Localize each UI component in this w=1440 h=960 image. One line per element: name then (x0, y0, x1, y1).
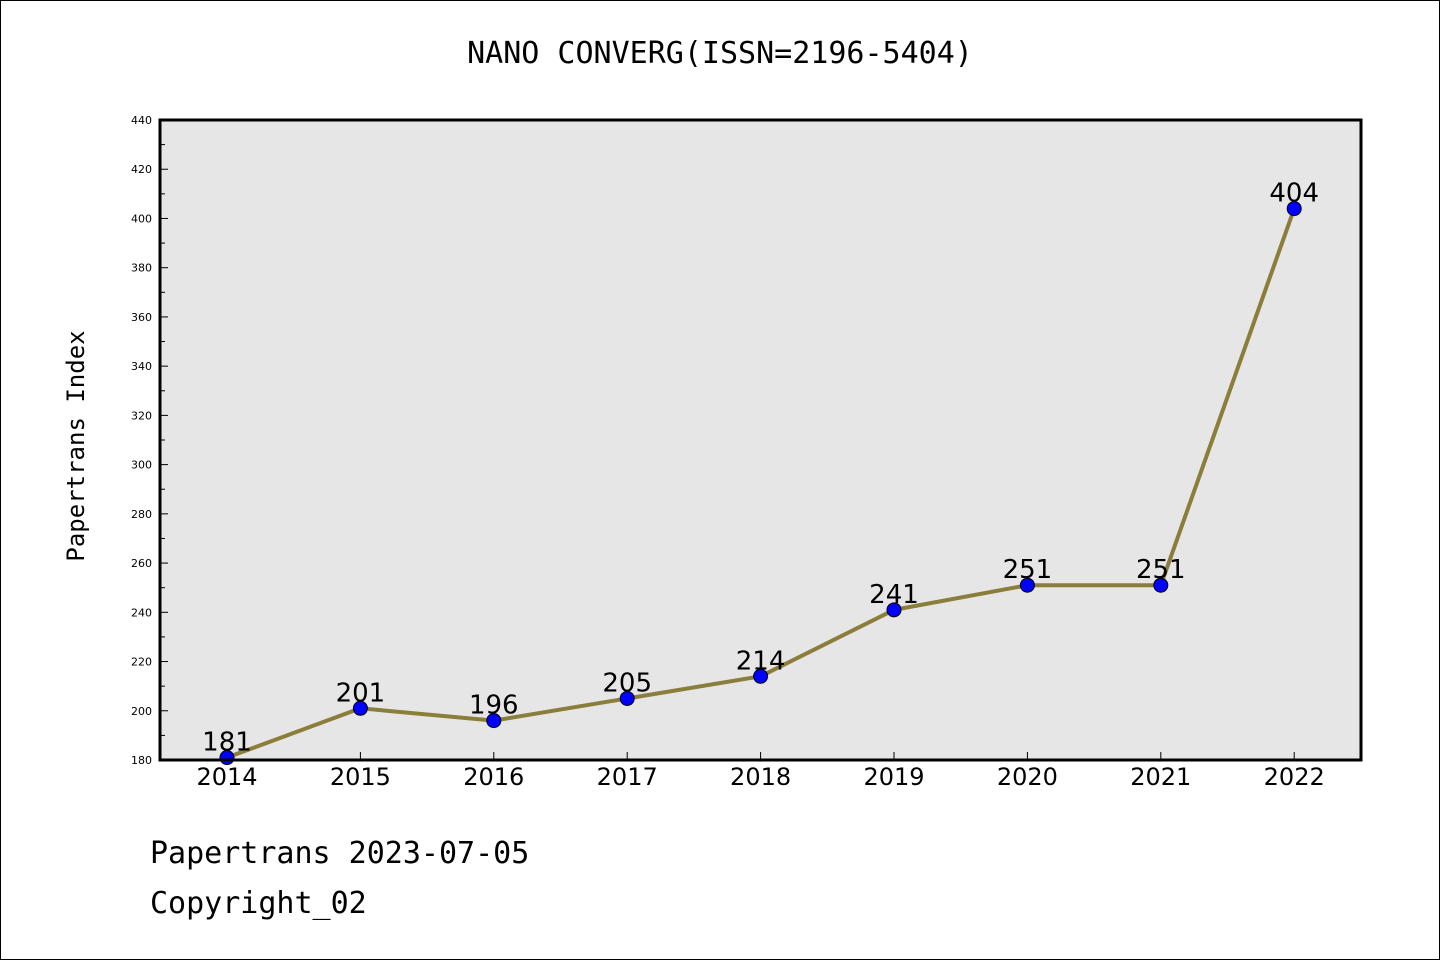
x-tick-label: 2019 (863, 763, 924, 791)
x-tick-label: 2022 (1264, 763, 1325, 791)
data-label: 205 (602, 668, 652, 698)
y-tick-label: 300 (131, 459, 152, 472)
chart-title: NANO CONVERG(ISSN=2196-5404) (467, 36, 973, 71)
data-point (753, 668, 769, 684)
x-tick-label: 2020 (997, 763, 1058, 791)
y-tick-label: 320 (131, 409, 152, 422)
data-label: 201 (336, 678, 386, 708)
y-tick-label: 420 (131, 163, 152, 176)
data-label: 251 (1003, 555, 1053, 585)
data-point (619, 690, 635, 706)
data-label: 404 (1269, 179, 1319, 209)
x-tick-label: 2014 (196, 763, 257, 791)
x-tick-label: 2015 (330, 763, 391, 791)
y-tick-label: 240 (131, 606, 152, 619)
footer-copyright: Copyright_02 (150, 886, 367, 921)
y-tick-label: 360 (131, 311, 152, 324)
plot-area: 180 200 220 240 260 280 300 320 340 360 380 400 420 4… (62, 114, 1363, 791)
y-tick-label: 440 (131, 114, 152, 127)
data-point (1153, 577, 1169, 593)
y-tick-label: 260 (131, 557, 152, 570)
data-point (486, 713, 502, 729)
data-label: 196 (469, 691, 519, 721)
y-tick-label: 220 (131, 656, 152, 669)
x-tick-label: 2021 (1130, 763, 1191, 791)
footer-date-line: Papertrans 2023-07-05 (150, 836, 530, 871)
y-tick-label: 280 (131, 508, 152, 521)
x-tick-label: 2016 (463, 763, 524, 791)
x-tick-label: 2017 (597, 763, 658, 791)
data-label: 214 (736, 646, 786, 676)
y-axis-label: Papertrans Index (62, 330, 90, 561)
data-point (886, 602, 902, 618)
plot-border (158, 118, 1363, 762)
x-tick-label: 2018 (730, 763, 791, 791)
plot-background (160, 120, 1361, 760)
data-label: 181 (202, 728, 252, 758)
y-tick-label: 340 (131, 360, 152, 373)
y-tick-label: 400 (131, 212, 152, 225)
data-point (352, 700, 368, 716)
y-tick-label: 200 (131, 705, 152, 718)
data-point (1286, 201, 1302, 217)
y-tick-label: 180 (131, 754, 152, 767)
data-label: 241 (869, 580, 919, 610)
data-point (1019, 577, 1035, 593)
y-tick-label: 380 (131, 262, 152, 275)
data-label: 251 (1136, 555, 1186, 585)
